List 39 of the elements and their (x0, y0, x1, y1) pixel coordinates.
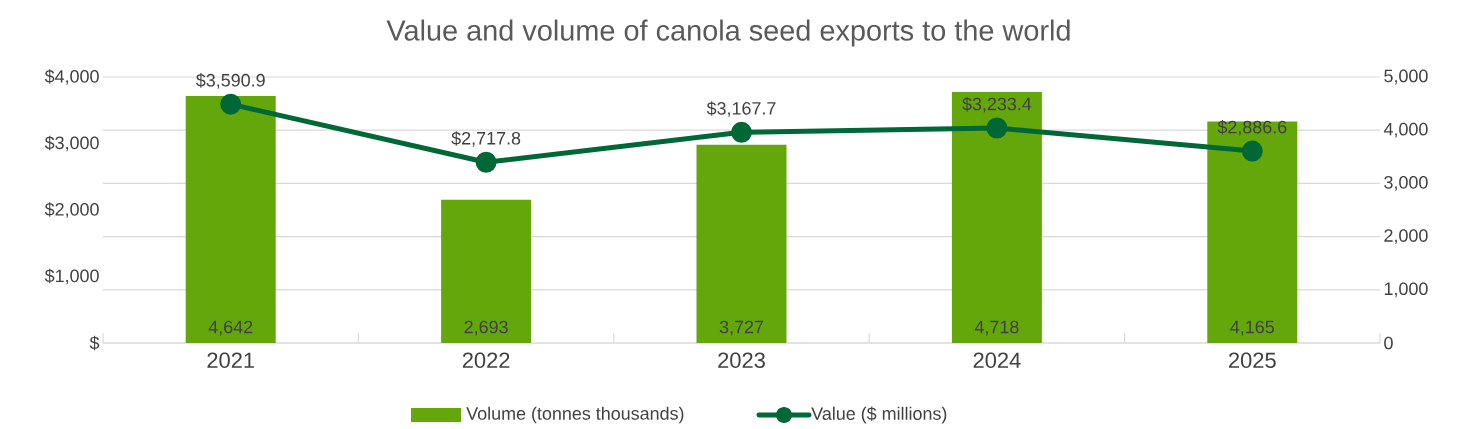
bar (951, 92, 1042, 343)
point (731, 121, 752, 143)
bar (185, 96, 276, 343)
data-label: 4,642 (208, 320, 253, 336)
y-tick-label: $ (89, 335, 100, 351)
y2-tick-label: 1,000 (1384, 282, 1428, 298)
x-tick-label: 2021 (207, 352, 255, 369)
y2-tick-label: 3,000 (1384, 175, 1428, 191)
data-label: $2,886.6 (1217, 119, 1287, 136)
y2-tick-label: 5,000 (1384, 69, 1428, 85)
y-tick-label: $4,000 (44, 69, 99, 85)
y-tick-label: $3,000 (44, 135, 99, 152)
point (475, 151, 497, 173)
data-label: $2,717.8 (451, 131, 521, 147)
x-tick-label: 2025 (1229, 352, 1276, 369)
point (986, 117, 1008, 139)
data-label: 4,165 (1230, 320, 1274, 336)
point (1241, 140, 1263, 162)
data-label: 3,727 (719, 320, 764, 336)
x-tick-label: 2023 (718, 352, 765, 369)
data-label: $3,590.9 (195, 73, 265, 89)
data-label: 2,693 (464, 320, 508, 336)
data-label: $3,167.7 (706, 101, 776, 117)
y2-tick-label: 0 (1384, 336, 1393, 350)
data-label: 4,718 (974, 320, 1019, 336)
chart-title: Value and volume of canola seed exports to the world (386, 19, 1070, 47)
x-tick-label: 2024 (973, 352, 1021, 369)
data-label: $3,233.4 (962, 96, 1032, 113)
legend-label: Value ($ millions) (811, 406, 947, 424)
bar (696, 144, 787, 343)
y2-tick-label: 4,000 (1383, 122, 1428, 138)
legend-label: Volume (tonnes thousands) (466, 406, 684, 424)
y-tick-label: $1,000 (44, 268, 99, 285)
y-tick-label: $2,000 (44, 202, 99, 218)
point (220, 93, 242, 115)
bar (1207, 121, 1298, 343)
y2-tick-label: 2,000 (1384, 229, 1428, 245)
x-tick-label: 2022 (462, 352, 510, 369)
bar (441, 199, 532, 343)
